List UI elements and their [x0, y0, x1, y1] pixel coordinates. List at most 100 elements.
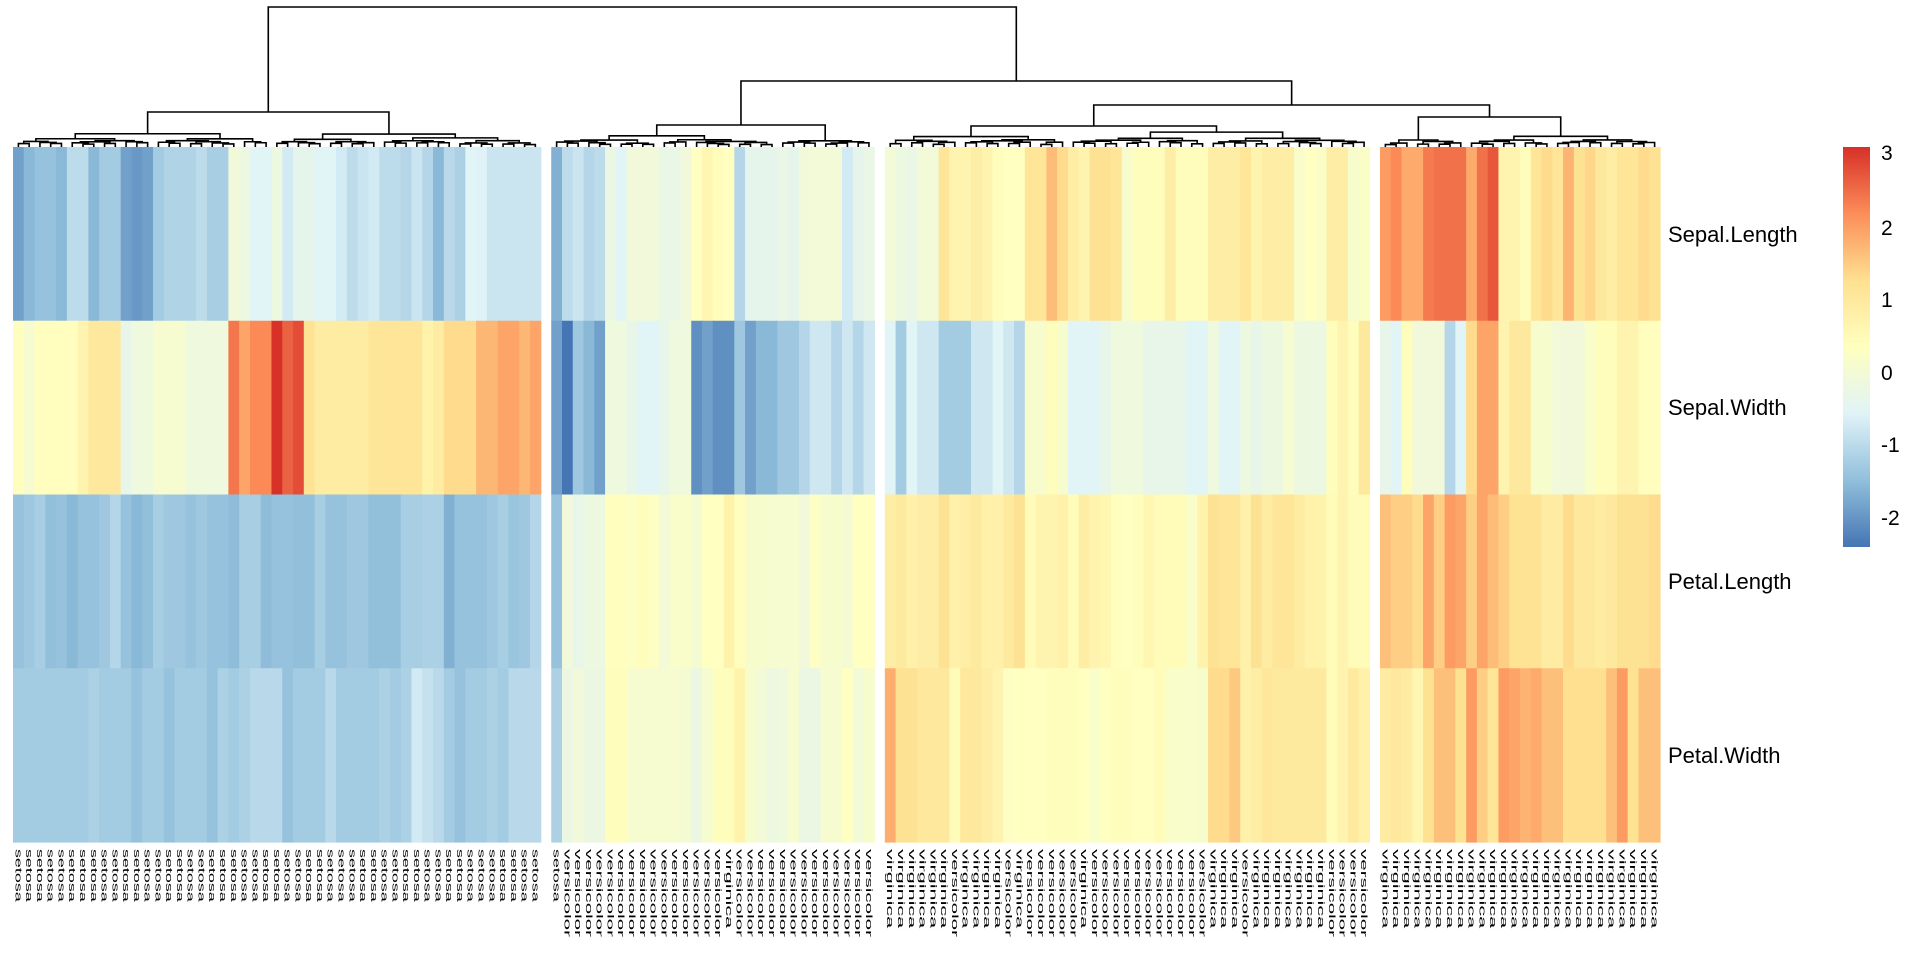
heatmap-cell	[917, 668, 929, 843]
column-label: virginica	[885, 849, 895, 928]
heatmap-cell	[1347, 320, 1360, 496]
heatmap-cell	[1121, 494, 1134, 669]
heatmap-cell	[766, 494, 778, 669]
dendrogram-branch	[437, 141, 450, 147]
heatmap-cell	[1164, 320, 1177, 496]
column-label: setosa	[423, 849, 433, 902]
heatmap-cell	[497, 494, 510, 669]
heatmap-cell	[1304, 147, 1317, 322]
column-label: versicolor	[1241, 849, 1251, 937]
heatmap-cell	[56, 494, 68, 669]
heatmap-cell	[1197, 494, 1209, 669]
heatmap-cell	[1573, 494, 1586, 669]
heatmap-cell	[529, 147, 542, 322]
heatmap-cell	[1379, 494, 1392, 669]
column-label: versicolor	[842, 849, 852, 937]
column-label: virginica	[1628, 849, 1638, 928]
column-label: virginica	[1510, 849, 1520, 928]
heatmap-cell	[260, 320, 273, 496]
dendrogram-branch	[17, 142, 30, 147]
column-label: virginica	[928, 849, 938, 928]
heatmap-cell	[99, 147, 111, 322]
heatmap-cell	[34, 668, 46, 843]
heatmap-cell	[13, 320, 25, 496]
dendrogram-branch	[1637, 141, 1656, 147]
heatmap-cell	[992, 668, 1004, 843]
heatmap-cell	[863, 147, 875, 322]
column-label: versicolor	[1187, 849, 1197, 937]
heatmap-cell	[895, 147, 907, 322]
heatmap-cell	[239, 320, 251, 496]
heatmap-cell	[1207, 668, 1220, 843]
heatmap-cell	[379, 320, 391, 496]
heatmap-cell	[357, 147, 370, 322]
dendrogram-branch	[394, 142, 407, 147]
heatmap-cell	[1573, 147, 1586, 322]
heatmap-cell	[1046, 668, 1058, 843]
heatmap-cell	[755, 494, 768, 669]
legend-tick-3: 3	[1881, 142, 1893, 165]
heatmap-cell	[1143, 320, 1155, 496]
heatmap-cell	[906, 494, 918, 669]
heatmap-cell	[1304, 320, 1317, 496]
heatmap-cell	[476, 668, 488, 843]
heatmap-cell	[1197, 668, 1209, 843]
heatmap-cell	[389, 320, 402, 496]
dendrogram-branch	[1007, 142, 1021, 147]
heatmap-cell	[842, 320, 854, 496]
heatmap-cell	[1606, 668, 1618, 843]
dendrogram-branch	[1632, 143, 1645, 147]
heatmap-cell	[34, 147, 46, 322]
heatmap-cell	[788, 147, 800, 322]
column-label: virginica	[1079, 849, 1089, 928]
column-label: setosa	[530, 849, 540, 902]
heatmap-cell	[45, 668, 57, 843]
heatmap-cell	[1261, 147, 1274, 322]
heatmap-cell	[1294, 494, 1306, 669]
heatmap-cell	[1315, 147, 1327, 322]
legend-tick-2: 2	[1881, 217, 1893, 240]
heatmap-cell	[260, 494, 273, 669]
heatmap-cell	[303, 147, 316, 322]
heatmap-cell	[712, 147, 725, 322]
heatmap-cell	[1476, 320, 1489, 496]
column-label: versicolor	[638, 849, 648, 937]
column-label: setosa	[164, 849, 174, 902]
heatmap-cell	[1498, 668, 1510, 843]
heatmap-cell	[1595, 668, 1607, 843]
heatmap-cell	[1519, 494, 1532, 669]
column-label: versicolor	[810, 849, 820, 937]
heatmap-cell	[529, 320, 542, 496]
heatmap-cell	[282, 668, 294, 843]
row-label-petal-length: Petal.Length	[1668, 569, 1792, 594]
heatmap-cell	[411, 147, 423, 322]
column-label: versicolor	[1165, 849, 1175, 937]
heatmap-cell	[1111, 668, 1123, 843]
heatmap-cell	[960, 147, 972, 322]
dendrogram-branch	[803, 142, 816, 147]
dendrogram-branch	[655, 124, 826, 141]
heatmap-cell	[981, 320, 994, 496]
column-label: virginica	[1499, 849, 1509, 928]
heatmap-cell	[734, 494, 746, 669]
heatmap-cell	[1294, 668, 1306, 843]
heatmap-cell	[1519, 320, 1532, 496]
column-label: virginica	[1520, 849, 1530, 928]
heatmap-cell	[992, 320, 1004, 496]
dendrogram-branch	[356, 141, 375, 147]
heatmap-cell	[884, 320, 897, 496]
column-label: versicolor	[1111, 849, 1121, 937]
column-label: versicolor	[616, 849, 626, 937]
heatmap-cell	[1552, 668, 1564, 843]
heatmap-cell	[1627, 668, 1640, 843]
heatmap-cell	[174, 320, 186, 496]
heatmap-cell	[1509, 147, 1521, 322]
heatmap-cell	[1616, 668, 1629, 843]
dendrogram-branch	[1212, 142, 1225, 147]
heatmap-cell	[1337, 320, 1349, 496]
column-label: versicolor	[627, 849, 637, 937]
heatmap-cell	[572, 494, 585, 669]
column-label: versicolor	[950, 849, 960, 937]
heatmap-cell	[766, 147, 778, 322]
heatmap-cell	[379, 147, 391, 322]
